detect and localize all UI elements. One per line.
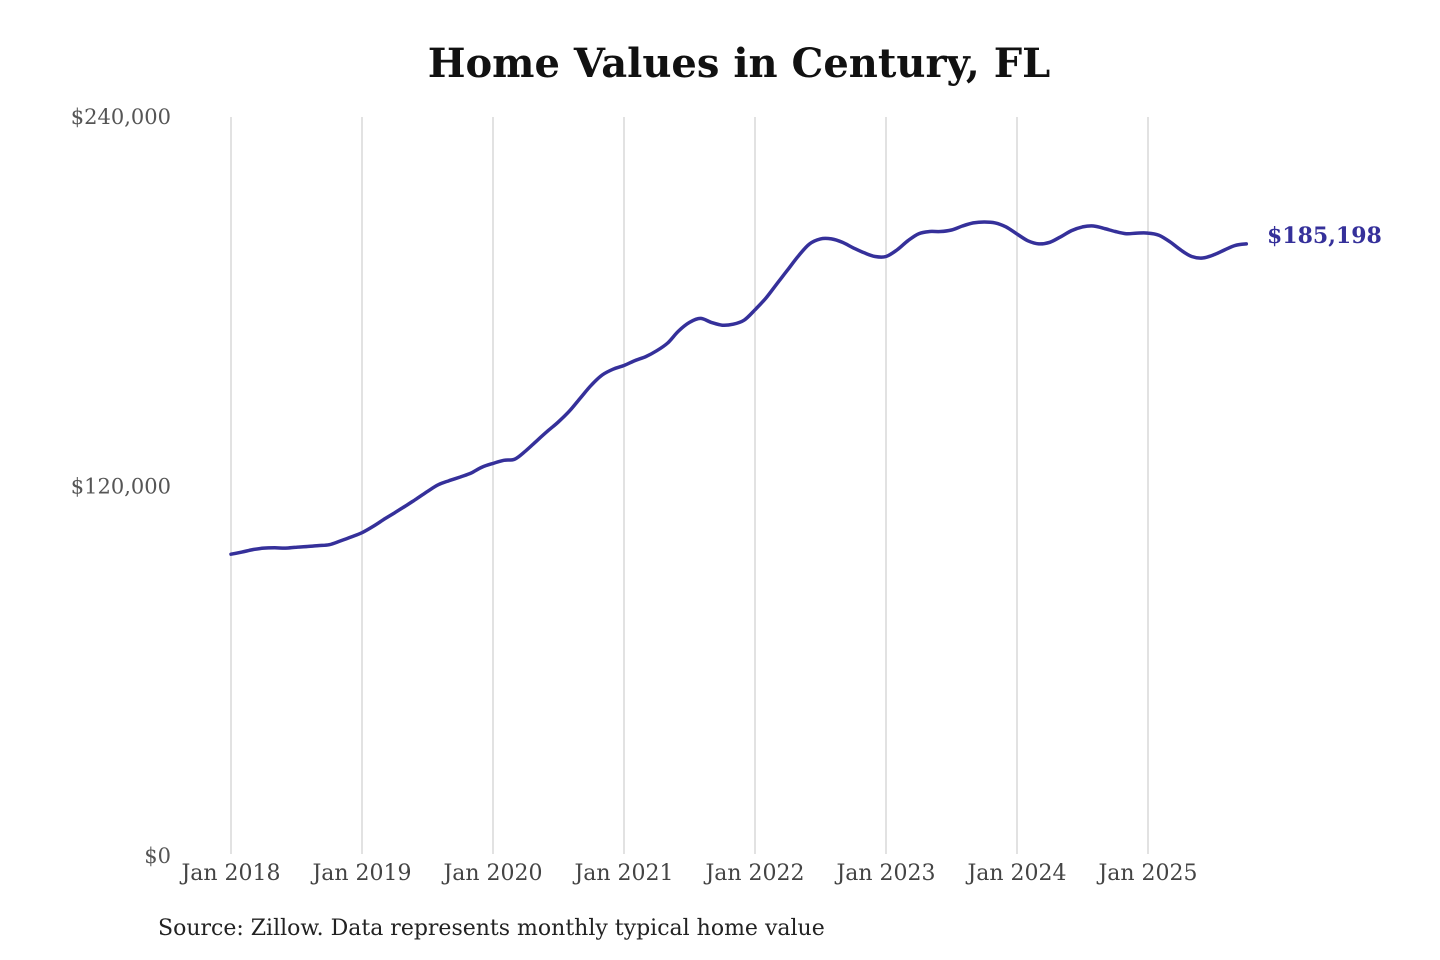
chart-title: Home Values in Century, FL <box>427 40 1051 87</box>
x-tick-label: Jan 2020 <box>441 861 542 886</box>
x-tick-label: Jan 2018 <box>179 861 280 886</box>
x-axis-ticks: Jan 2018 Jan 2019 Jan 2020 Jan 2021 Jan 2022… <box>179 861 1197 886</box>
series-layer <box>229 220 1249 556</box>
end-label-layer: $185,198 <box>1267 223 1382 249</box>
x-tick-label: Jan 2022 <box>703 861 804 886</box>
end-value-label: $185,198 <box>1267 223 1382 249</box>
x-tick-label: Jan 2023 <box>834 861 935 886</box>
x-tick-label: Jan 2024 <box>965 861 1066 886</box>
x-tick-label: Jan 2021 <box>572 861 673 886</box>
gridlines <box>230 117 1149 854</box>
source-note: Source: Zillow. Data represents monthly … <box>158 916 825 941</box>
y-axis-ticks: $0 $120,000 $240,000 <box>71 105 171 868</box>
y-tick-label: $240,000 <box>71 105 171 129</box>
series-line-home-value <box>229 220 1249 556</box>
y-tick-label: $0 <box>144 844 171 868</box>
y-tick-label: $120,000 <box>71 475 171 499</box>
x-tick-label: Jan 2025 <box>1096 861 1197 886</box>
x-tick-label: Jan 2019 <box>310 861 411 886</box>
